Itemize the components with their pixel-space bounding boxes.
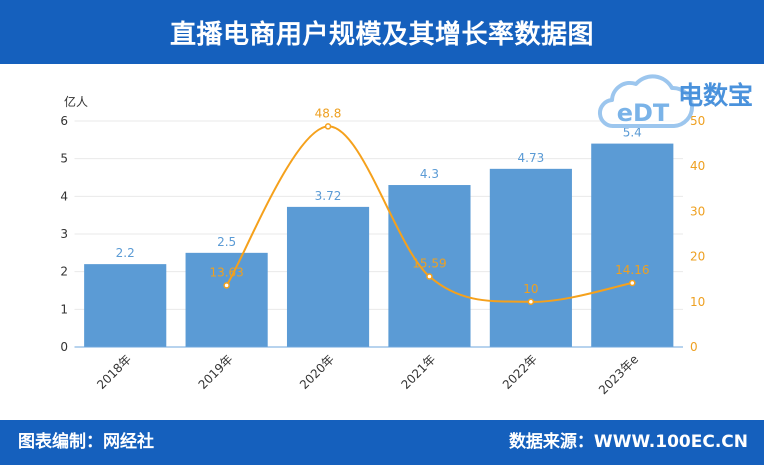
y-left-tick-label: 4	[60, 189, 68, 203]
y-right-tick-label: 10	[690, 295, 705, 309]
cloud-logo-icon	[598, 74, 695, 129]
y-left-tick-label: 2	[60, 265, 68, 279]
x-tick-label: 2018年	[94, 352, 134, 392]
y-right-tick-label: 20	[690, 250, 705, 264]
source-text: 数据来源：WWW.100EC.CN	[508, 432, 748, 452]
bar-value-label: 4.3	[420, 167, 439, 181]
chart-header: 直播电商用户规模及其增长率数据图	[0, 0, 764, 64]
growth-rate-point	[426, 273, 433, 280]
y-left-tick-label: 1	[60, 302, 68, 316]
growth-rate-point	[527, 298, 535, 306]
growth-rate-point	[324, 123, 332, 130]
x-tick-label: 2019年	[196, 352, 236, 392]
y-right-tick-label: 50	[690, 114, 705, 128]
y-left-tick-label: 6	[60, 114, 68, 128]
brand-logo: eDT 电数宝	[598, 74, 753, 129]
x-tick-label: 2022年	[500, 352, 540, 392]
x-tick-label: 2020年	[297, 352, 337, 392]
y-left-axis-label: 亿人	[64, 94, 88, 109]
bar-value-label: 4.73	[518, 151, 545, 165]
x-tick-label: 2021年	[398, 352, 438, 392]
growth-rate-label: 10	[523, 282, 538, 296]
growth-rate-label: 14.16	[615, 263, 649, 277]
y-right-tick-label: 0	[690, 340, 698, 354]
chart-footer: 图表编制：网经社 数据来源：WWW.100EC.CN	[0, 420, 764, 465]
bar-2022	[489, 168, 572, 347]
growth-rate-label: 13.63	[209, 265, 243, 279]
bar-value-label: 2.2	[116, 246, 135, 260]
bar-2020	[286, 206, 370, 347]
bar-value-label: 5.4	[623, 126, 642, 140]
growth-rate-point	[629, 279, 636, 287]
bar-value-label: 3.72	[315, 189, 342, 203]
logo-name: 电数宝	[678, 81, 753, 110]
y-right-tick-label: 40	[690, 159, 705, 173]
growth-rate-line	[225, 125, 633, 303]
bar-2021	[388, 185, 471, 347]
x-tick-label: 2023年e	[596, 352, 641, 397]
credit-text: 图表编制：网经社	[18, 432, 154, 452]
chart-title: 直播电商用户规模及其增长率数据图	[169, 19, 594, 50]
growth-rate-point	[223, 282, 230, 289]
chart-marks: 0 1 2 3 4 5 6 0 10 20 30 40 50 2.2 2.5 3.72 4.3 4.73 5.4 20…	[60, 106, 705, 397]
y-left-tick-label: 5	[60, 152, 68, 166]
logo-mark: eDT	[617, 99, 670, 127]
y-right-tick-label: 30	[690, 204, 705, 218]
y-left-tick-label: 3	[60, 227, 68, 241]
bar-2023	[591, 143, 674, 347]
y-left-tick-label: 0	[60, 340, 68, 354]
growth-rate-label: 48.8	[315, 106, 342, 120]
bar-2018	[84, 264, 167, 347]
bar-value-label: 2.5	[217, 235, 236, 249]
growth-rate-label: 15.59	[412, 257, 446, 271]
bar-2019	[185, 252, 268, 347]
